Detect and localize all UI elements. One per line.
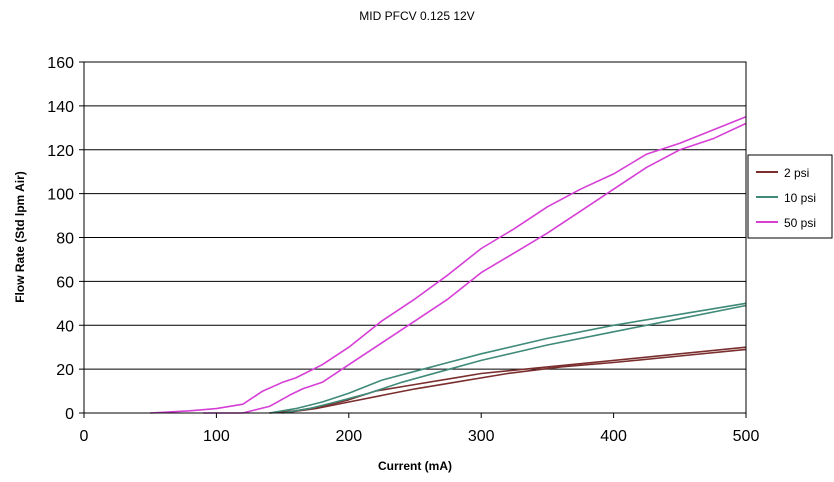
x-tick-label: 100 (203, 428, 230, 445)
x-tick-label: 200 (335, 428, 362, 445)
legend-label: 50 psi (784, 216, 816, 230)
series-line (150, 116, 747, 414)
x-axis-label: Current (mA) (378, 459, 452, 473)
x-tick-label: 400 (600, 428, 627, 445)
y-axis-label: Flow Rate (Std lpm Air) (13, 171, 27, 303)
y-tick-label: 160 (47, 55, 74, 72)
x-tick-label: 500 (733, 428, 760, 445)
legend: 2 psi 10 psi 50 psi (747, 154, 833, 239)
y-tick-label: 140 (47, 99, 74, 116)
legend-label: 10 psi (784, 191, 816, 205)
y-tick-label: 20 (56, 362, 74, 379)
x-tick-label: 300 (468, 428, 495, 445)
grid-lines (84, 105, 746, 370)
y-tick-label: 80 (56, 231, 74, 248)
y-tick-label: 0 (65, 406, 74, 423)
series-line (269, 302, 747, 414)
y-tick-label: 40 (56, 318, 74, 335)
series-lines (150, 116, 747, 414)
axis-ticks: 0 20 40 60 80 100 120 140 160 0 100 200 300 400 500 (47, 55, 759, 445)
chart-title: MID PFCV 0.125 12V (359, 9, 474, 23)
y-tick-label: 120 (47, 143, 74, 160)
series-line (282, 304, 747, 414)
series-line (282, 348, 747, 414)
legend-label: 2 psi (784, 166, 809, 180)
x-tick-label: 0 (80, 428, 89, 445)
y-tick-label: 100 (47, 187, 74, 204)
y-tick-label: 60 (56, 274, 74, 291)
series-line (203, 122, 747, 414)
